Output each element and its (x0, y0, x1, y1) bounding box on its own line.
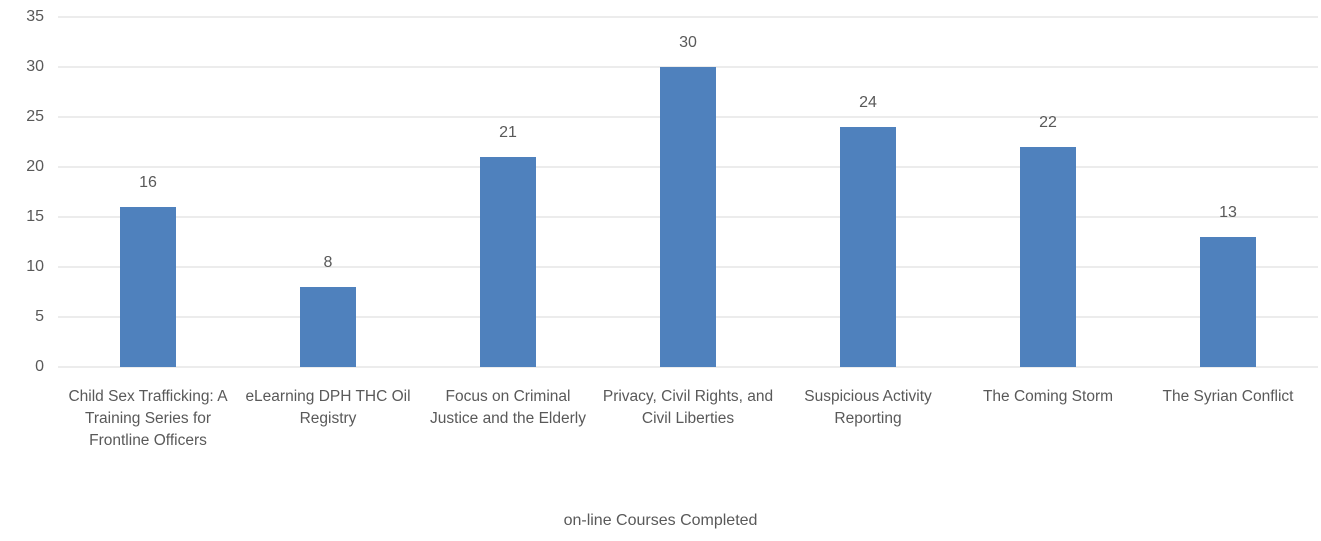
x-tick-label: Focus on Criminal Justice and the Elderl… (430, 388, 586, 427)
bar (300, 287, 356, 367)
x-tick-label: The Coming Storm (982, 388, 1114, 405)
x-axis-label: on-line Courses Completed (563, 512, 758, 529)
x-tick-label: The Syrian Conflict (1162, 388, 1294, 405)
x-tick-label: eLearning DPH THC Oil Registry (245, 388, 411, 427)
x-tick-label: Child Sex Trafficking: A Training Series… (68, 388, 228, 449)
data-label: 21 (499, 124, 517, 141)
y-tick-label: 30 (26, 58, 44, 75)
bar (480, 157, 536, 367)
bar (120, 207, 176, 367)
data-label: 16 (139, 174, 157, 191)
data-label: 13 (1219, 204, 1237, 221)
y-tick-label: 0 (35, 358, 44, 375)
y-tick-label: 35 (26, 8, 44, 25)
y-tick-label: 15 (26, 208, 44, 225)
x-tick-label: Suspicious Activity Reporting (804, 388, 932, 427)
x-tick-label: Privacy, Civil Rights, and Civil Liberti… (602, 388, 774, 427)
y-tick-label: 5 (35, 308, 44, 325)
bar (660, 67, 716, 367)
data-label: 22 (1039, 114, 1057, 131)
y-tick-label: 25 (26, 108, 44, 125)
bar (840, 127, 896, 367)
y-tick-label: 10 (26, 258, 44, 275)
data-label: 24 (859, 94, 877, 111)
data-label: 30 (679, 34, 697, 51)
bar (1020, 147, 1076, 367)
y-tick-label: 20 (26, 158, 44, 175)
data-label: 8 (324, 254, 333, 271)
bar (1200, 237, 1256, 367)
